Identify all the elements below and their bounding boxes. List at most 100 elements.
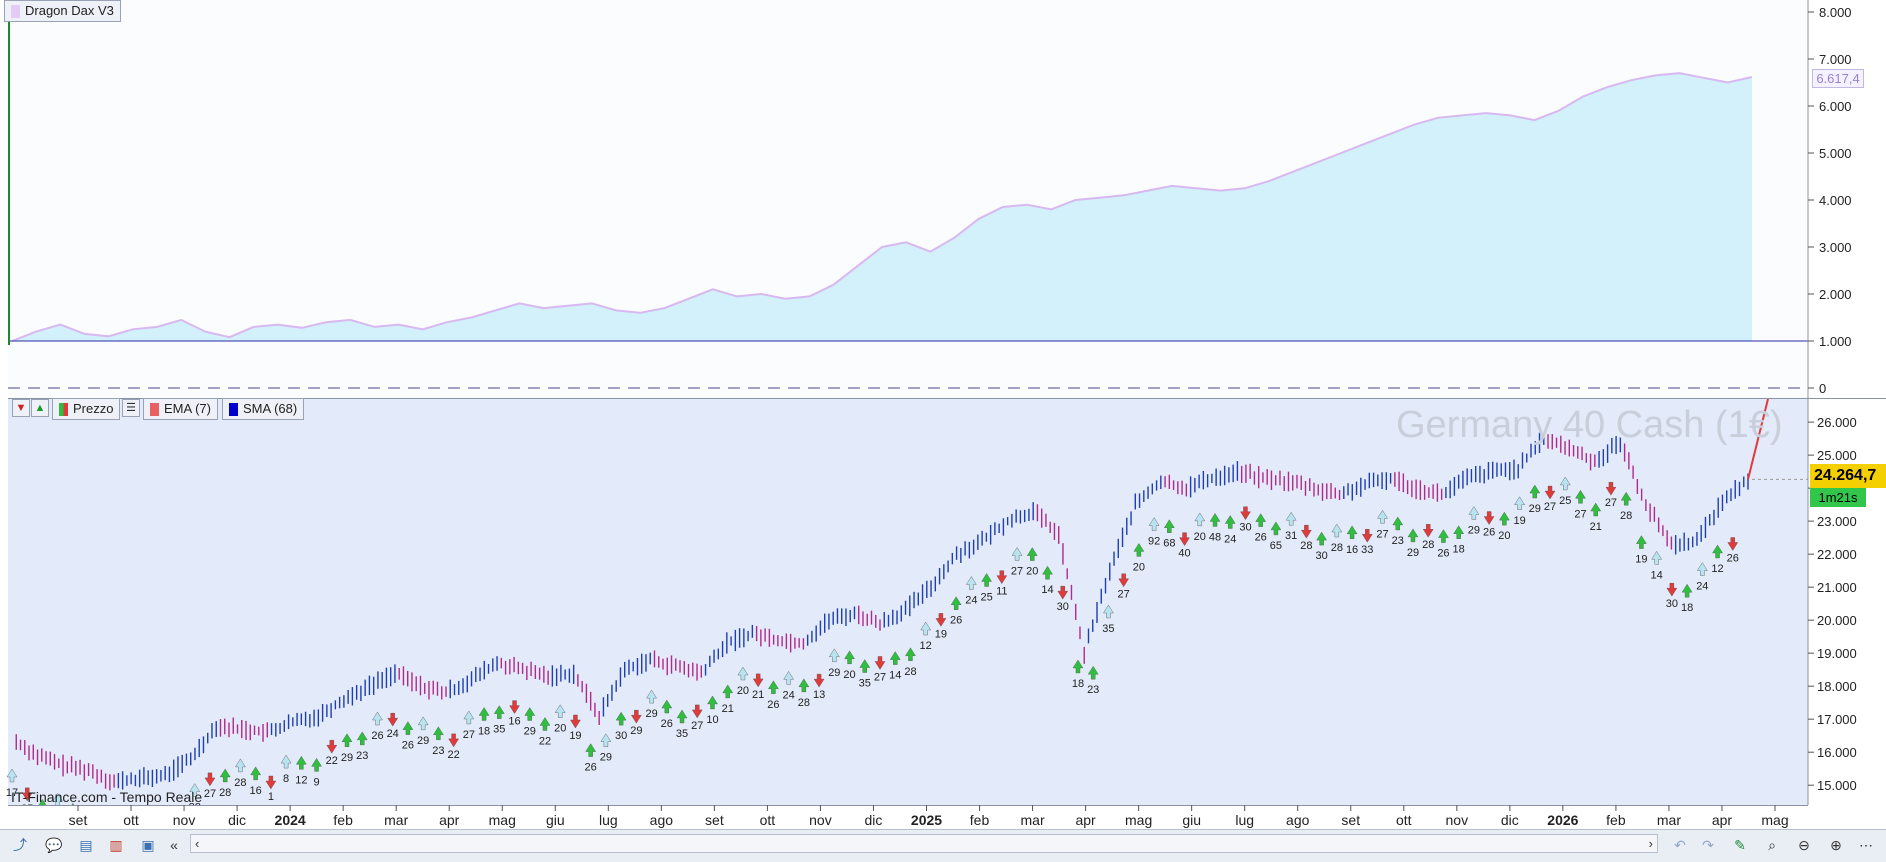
expand-button[interactable]: ▲ [31, 399, 49, 417]
signal-label: 14 [1651, 569, 1663, 581]
signal-arrow [1301, 524, 1312, 539]
price-y-tick-label: 23.000 [1817, 514, 1857, 529]
legend-sma[interactable]: SMA (68) [222, 398, 305, 420]
strategy-title-label: Dragon Dax V3 [25, 3, 114, 18]
signal-arrow [250, 766, 262, 781]
indicator-icon[interactable]: ▥ [109, 837, 123, 853]
signal-arrow [21, 787, 33, 802]
signal-label: 27 [1118, 589, 1130, 601]
legend-price[interactable]: Prezzo [52, 398, 121, 420]
undo-icon[interactable]: ↶ [1674, 837, 1686, 853]
x-tick-label: nov [809, 812, 832, 828]
signal-arrow [1514, 496, 1525, 510]
signal-label: 30 [1666, 598, 1678, 610]
x-tick-label: giu [1182, 812, 1201, 828]
signal-label: 28 [234, 777, 246, 789]
signal-arrow [1057, 585, 1069, 600]
horizontal-scrollbar[interactable]: ‹ › [190, 834, 1658, 853]
drawing-icon[interactable]: ✎ [1734, 837, 1746, 853]
equity-y-tick-label: 3.000 [1819, 240, 1852, 255]
signal-label: 29 [417, 735, 429, 747]
zoom-fit-icon[interactable]: ⌕ [1768, 837, 1776, 853]
signal-arrow [204, 772, 216, 787]
signal-arrow [981, 573, 992, 587]
signal-arrow [676, 709, 688, 724]
legend-ema[interactable]: EMA (7) [143, 398, 218, 420]
signal-label: 18 [478, 725, 490, 737]
x-tick-label: mag [1761, 812, 1788, 828]
price-y-tick-label: 25.000 [1817, 448, 1857, 463]
signal-arrow [1696, 562, 1708, 576]
signal-arrow [828, 648, 840, 662]
signal-arrow [1636, 535, 1647, 549]
signal-label: 92 [1148, 536, 1160, 548]
signal-arrow [524, 707, 536, 721]
signal-arrow [1361, 529, 1373, 543]
signal-arrow [1316, 531, 1327, 546]
zoom-in-icon[interactable]: ⊕ [1830, 837, 1842, 853]
signal-arrow [1453, 525, 1465, 539]
signal-label: 26 [767, 699, 779, 711]
signal-label: 33 [1361, 544, 1373, 556]
x-tick-label: lug [1235, 812, 1254, 828]
x-tick-label: nov [173, 812, 196, 828]
signal-label: 29 [828, 667, 840, 679]
right-arrow-icon[interactable]: › [1648, 836, 1653, 851]
signal-label: 16 [508, 716, 520, 728]
signal-label: 1 [268, 791, 274, 803]
signal-label: 24 [783, 689, 795, 701]
signal-label: 20 [1194, 531, 1206, 543]
signal-label: 68 [1163, 538, 1175, 550]
signal-arrow [646, 689, 657, 704]
list-button[interactable]: ☰ [122, 399, 140, 417]
signal-arrow [752, 673, 764, 688]
signal-label: 23 [1087, 684, 1099, 696]
chart-window-icon[interactable]: ▣ [141, 837, 155, 853]
candle-timer-tag: 1m21s [1810, 488, 1866, 507]
signal-arrow [1438, 529, 1449, 543]
signal-arrow [950, 596, 962, 610]
zoom-out-icon[interactable]: ⊖ [1798, 837, 1810, 853]
signal-arrow [905, 647, 916, 661]
signal-label: 26 [1255, 532, 1267, 544]
chat-icon[interactable]: 💬 [45, 837, 63, 853]
signal-arrow [661, 699, 673, 714]
signal-arrow [311, 757, 322, 772]
signal-arrow [1651, 550, 1662, 565]
document-icon[interactable]: ▤ [79, 837, 93, 853]
x-tick-label: lug [599, 812, 618, 828]
price-y-tick-label: 18.000 [1817, 679, 1857, 694]
signal-label: 27 [691, 720, 703, 732]
signal-label: 28 [1620, 510, 1632, 522]
equity-y-tick-label: 0 [1819, 381, 1826, 396]
strategy-title[interactable]: Dragon Dax V3 [4, 0, 121, 22]
signal-label: 24 [387, 728, 399, 740]
signal-label: 13 [813, 689, 825, 701]
signal-arrow [1194, 512, 1206, 527]
signal-arrow [1605, 482, 1617, 496]
signal-label: 8 [283, 773, 289, 785]
signal-label: 48 [1209, 531, 1221, 543]
share-icon[interactable]: ⤴ [13, 837, 27, 853]
sma-swatch [229, 402, 238, 416]
more-icon[interactable]: ⋯ [1859, 837, 1873, 853]
signal-label: 27 [1376, 528, 1388, 540]
signal-label: 19 [935, 628, 947, 640]
signal-label: 21 [752, 689, 764, 701]
left-arrow-icon[interactable]: ‹ [195, 836, 200, 851]
signal-label: 65 [1270, 540, 1282, 552]
redo-icon[interactable]: ↷ [1702, 837, 1714, 853]
signal-arrow [265, 775, 277, 790]
signal-arrow [402, 721, 414, 735]
collapse-button[interactable]: ▼ [12, 399, 30, 417]
double-left-icon[interactable]: « [170, 837, 178, 853]
ema-swatch [150, 402, 159, 416]
signal-label: 18 [1681, 602, 1693, 614]
signal-label: 26 [950, 615, 962, 627]
signal-label: 29 [1407, 547, 1419, 559]
arrow-up-icon: ▲ [34, 402, 46, 414]
signal-arrow [1590, 502, 1602, 517]
x-tick-label: dic [865, 812, 883, 828]
signal-arrow [1575, 489, 1586, 504]
price-panel-bg [8, 399, 1808, 805]
